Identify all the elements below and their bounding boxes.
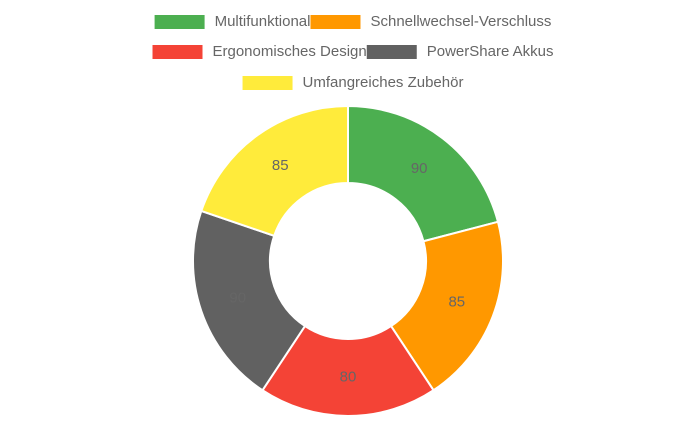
slice bbox=[200, 104, 349, 238]
legend-swatch bbox=[310, 15, 361, 29]
legend-swatch bbox=[242, 76, 293, 90]
legend-label: Schnellwechsel-Verschluss bbox=[370, 13, 551, 30]
data-label: 85 bbox=[272, 157, 289, 174]
slice bbox=[347, 104, 500, 243]
legend-swatch bbox=[152, 45, 203, 59]
data-label: 80 bbox=[340, 368, 357, 385]
legend-swatch bbox=[366, 45, 417, 59]
legend-swatch bbox=[154, 15, 205, 29]
slice bbox=[389, 220, 504, 392]
slice bbox=[192, 209, 307, 392]
data-label: 85 bbox=[448, 294, 465, 311]
data-label: 90 bbox=[229, 290, 246, 307]
legend-label: Umfangreiches Zubehör bbox=[303, 74, 464, 91]
legend-label: Ergonomisches Design bbox=[213, 43, 367, 60]
slice bbox=[261, 324, 435, 417]
legend-label: PowerShare Akkus bbox=[427, 43, 554, 60]
legend-label: Multifunktional bbox=[215, 13, 311, 30]
data-label: 90 bbox=[411, 160, 428, 177]
